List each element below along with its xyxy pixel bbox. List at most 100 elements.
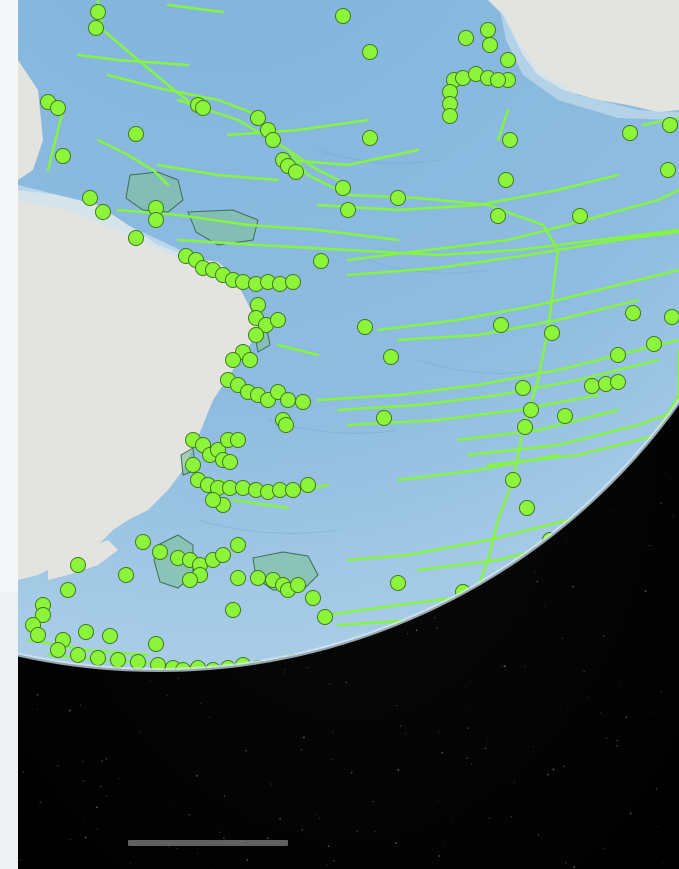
station-point[interactable] xyxy=(377,411,392,426)
station-point[interactable] xyxy=(518,420,533,435)
station-point[interactable] xyxy=(286,275,301,290)
station-point[interactable] xyxy=(136,535,151,550)
station-point[interactable] xyxy=(501,53,516,68)
station-point[interactable] xyxy=(491,73,506,88)
station-point[interactable] xyxy=(273,277,288,292)
station-point[interactable] xyxy=(558,409,573,424)
station-point[interactable] xyxy=(358,320,373,335)
station-point[interactable] xyxy=(520,501,535,516)
station-point[interactable] xyxy=(129,127,144,142)
station-point[interactable] xyxy=(663,118,678,133)
station-point[interactable] xyxy=(149,637,164,652)
station-point[interactable] xyxy=(391,191,406,206)
station-point[interactable] xyxy=(266,133,281,148)
station-point[interactable] xyxy=(186,458,201,473)
station-point[interactable] xyxy=(341,203,356,218)
station-point[interactable] xyxy=(96,205,111,220)
station-point[interactable] xyxy=(131,655,146,670)
station-point[interactable] xyxy=(236,481,251,496)
globe-map[interactable] xyxy=(18,0,679,869)
station-point[interactable] xyxy=(459,31,474,46)
station-point[interactable] xyxy=(524,403,539,418)
station-point[interactable] xyxy=(231,433,246,448)
station-point[interactable] xyxy=(91,5,106,20)
star xyxy=(329,683,330,684)
station-point[interactable] xyxy=(314,254,329,269)
station-point[interactable] xyxy=(494,318,509,333)
star xyxy=(421,623,422,624)
station-point[interactable] xyxy=(545,326,560,341)
station-point[interactable] xyxy=(226,353,241,368)
station-point[interactable] xyxy=(623,126,638,141)
station-point[interactable] xyxy=(79,625,94,640)
station-point[interactable] xyxy=(506,473,521,488)
station-point[interactable] xyxy=(296,395,311,410)
station-point[interactable] xyxy=(51,643,66,658)
station-point[interactable] xyxy=(119,568,134,583)
station-point[interactable] xyxy=(491,209,506,224)
station-point[interactable] xyxy=(665,310,679,325)
station-point[interactable] xyxy=(271,313,286,328)
station-point[interactable] xyxy=(251,298,266,313)
station-point[interactable] xyxy=(279,418,294,433)
station-point[interactable] xyxy=(226,603,241,618)
station-point[interactable] xyxy=(289,165,304,180)
station-point[interactable] xyxy=(91,651,106,666)
station-point[interactable] xyxy=(306,591,321,606)
station-point[interactable] xyxy=(111,653,126,668)
station-point[interactable] xyxy=(483,38,498,53)
star xyxy=(170,801,171,802)
station-point[interactable] xyxy=(281,393,296,408)
station-point[interactable] xyxy=(51,101,66,116)
station-point[interactable] xyxy=(286,483,301,498)
station-point[interactable] xyxy=(391,576,406,591)
station-point[interactable] xyxy=(243,353,258,368)
map-viewport[interactable] xyxy=(18,0,679,869)
station-point[interactable] xyxy=(647,337,662,352)
station-point[interactable] xyxy=(481,23,496,38)
station-point[interactable] xyxy=(585,379,600,394)
station-point[interactable] xyxy=(183,573,198,588)
station-point[interactable] xyxy=(223,455,238,470)
station-point[interactable] xyxy=(31,628,46,643)
station-point[interactable] xyxy=(61,583,76,598)
star xyxy=(326,865,327,866)
station-point[interactable] xyxy=(384,350,399,365)
station-point[interactable] xyxy=(196,101,211,116)
station-point[interactable] xyxy=(236,275,251,290)
station-point[interactable] xyxy=(83,191,98,206)
station-point[interactable] xyxy=(363,45,378,60)
station-point[interactable] xyxy=(499,173,514,188)
station-point[interactable] xyxy=(216,548,231,563)
station-point[interactable] xyxy=(251,111,266,126)
station-point[interactable] xyxy=(153,545,168,560)
station-point[interactable] xyxy=(336,9,351,24)
station-point[interactable] xyxy=(251,571,266,586)
station-point[interactable] xyxy=(301,478,316,493)
station-point[interactable] xyxy=(443,109,458,124)
station-point[interactable] xyxy=(71,558,86,573)
station-point[interactable] xyxy=(89,21,104,36)
station-point[interactable] xyxy=(363,131,378,146)
station-point[interactable] xyxy=(291,578,306,593)
station-point[interactable] xyxy=(318,610,333,625)
station-point[interactable] xyxy=(611,375,626,390)
station-point[interactable] xyxy=(249,328,264,343)
station-point[interactable] xyxy=(71,648,86,663)
station-point[interactable] xyxy=(231,538,246,553)
station-point[interactable] xyxy=(56,149,71,164)
station-point[interactable] xyxy=(231,571,246,586)
star xyxy=(609,696,610,697)
station-point[interactable] xyxy=(516,381,531,396)
station-point[interactable] xyxy=(206,493,221,508)
station-point[interactable] xyxy=(626,306,641,321)
station-point[interactable] xyxy=(661,163,676,178)
station-point[interactable] xyxy=(503,133,518,148)
station-point[interactable] xyxy=(103,629,118,644)
station-point[interactable] xyxy=(129,231,144,246)
station-point[interactable] xyxy=(573,209,588,224)
star xyxy=(23,771,24,772)
station-point[interactable] xyxy=(149,213,164,228)
station-point[interactable] xyxy=(611,348,626,363)
station-point[interactable] xyxy=(336,181,351,196)
